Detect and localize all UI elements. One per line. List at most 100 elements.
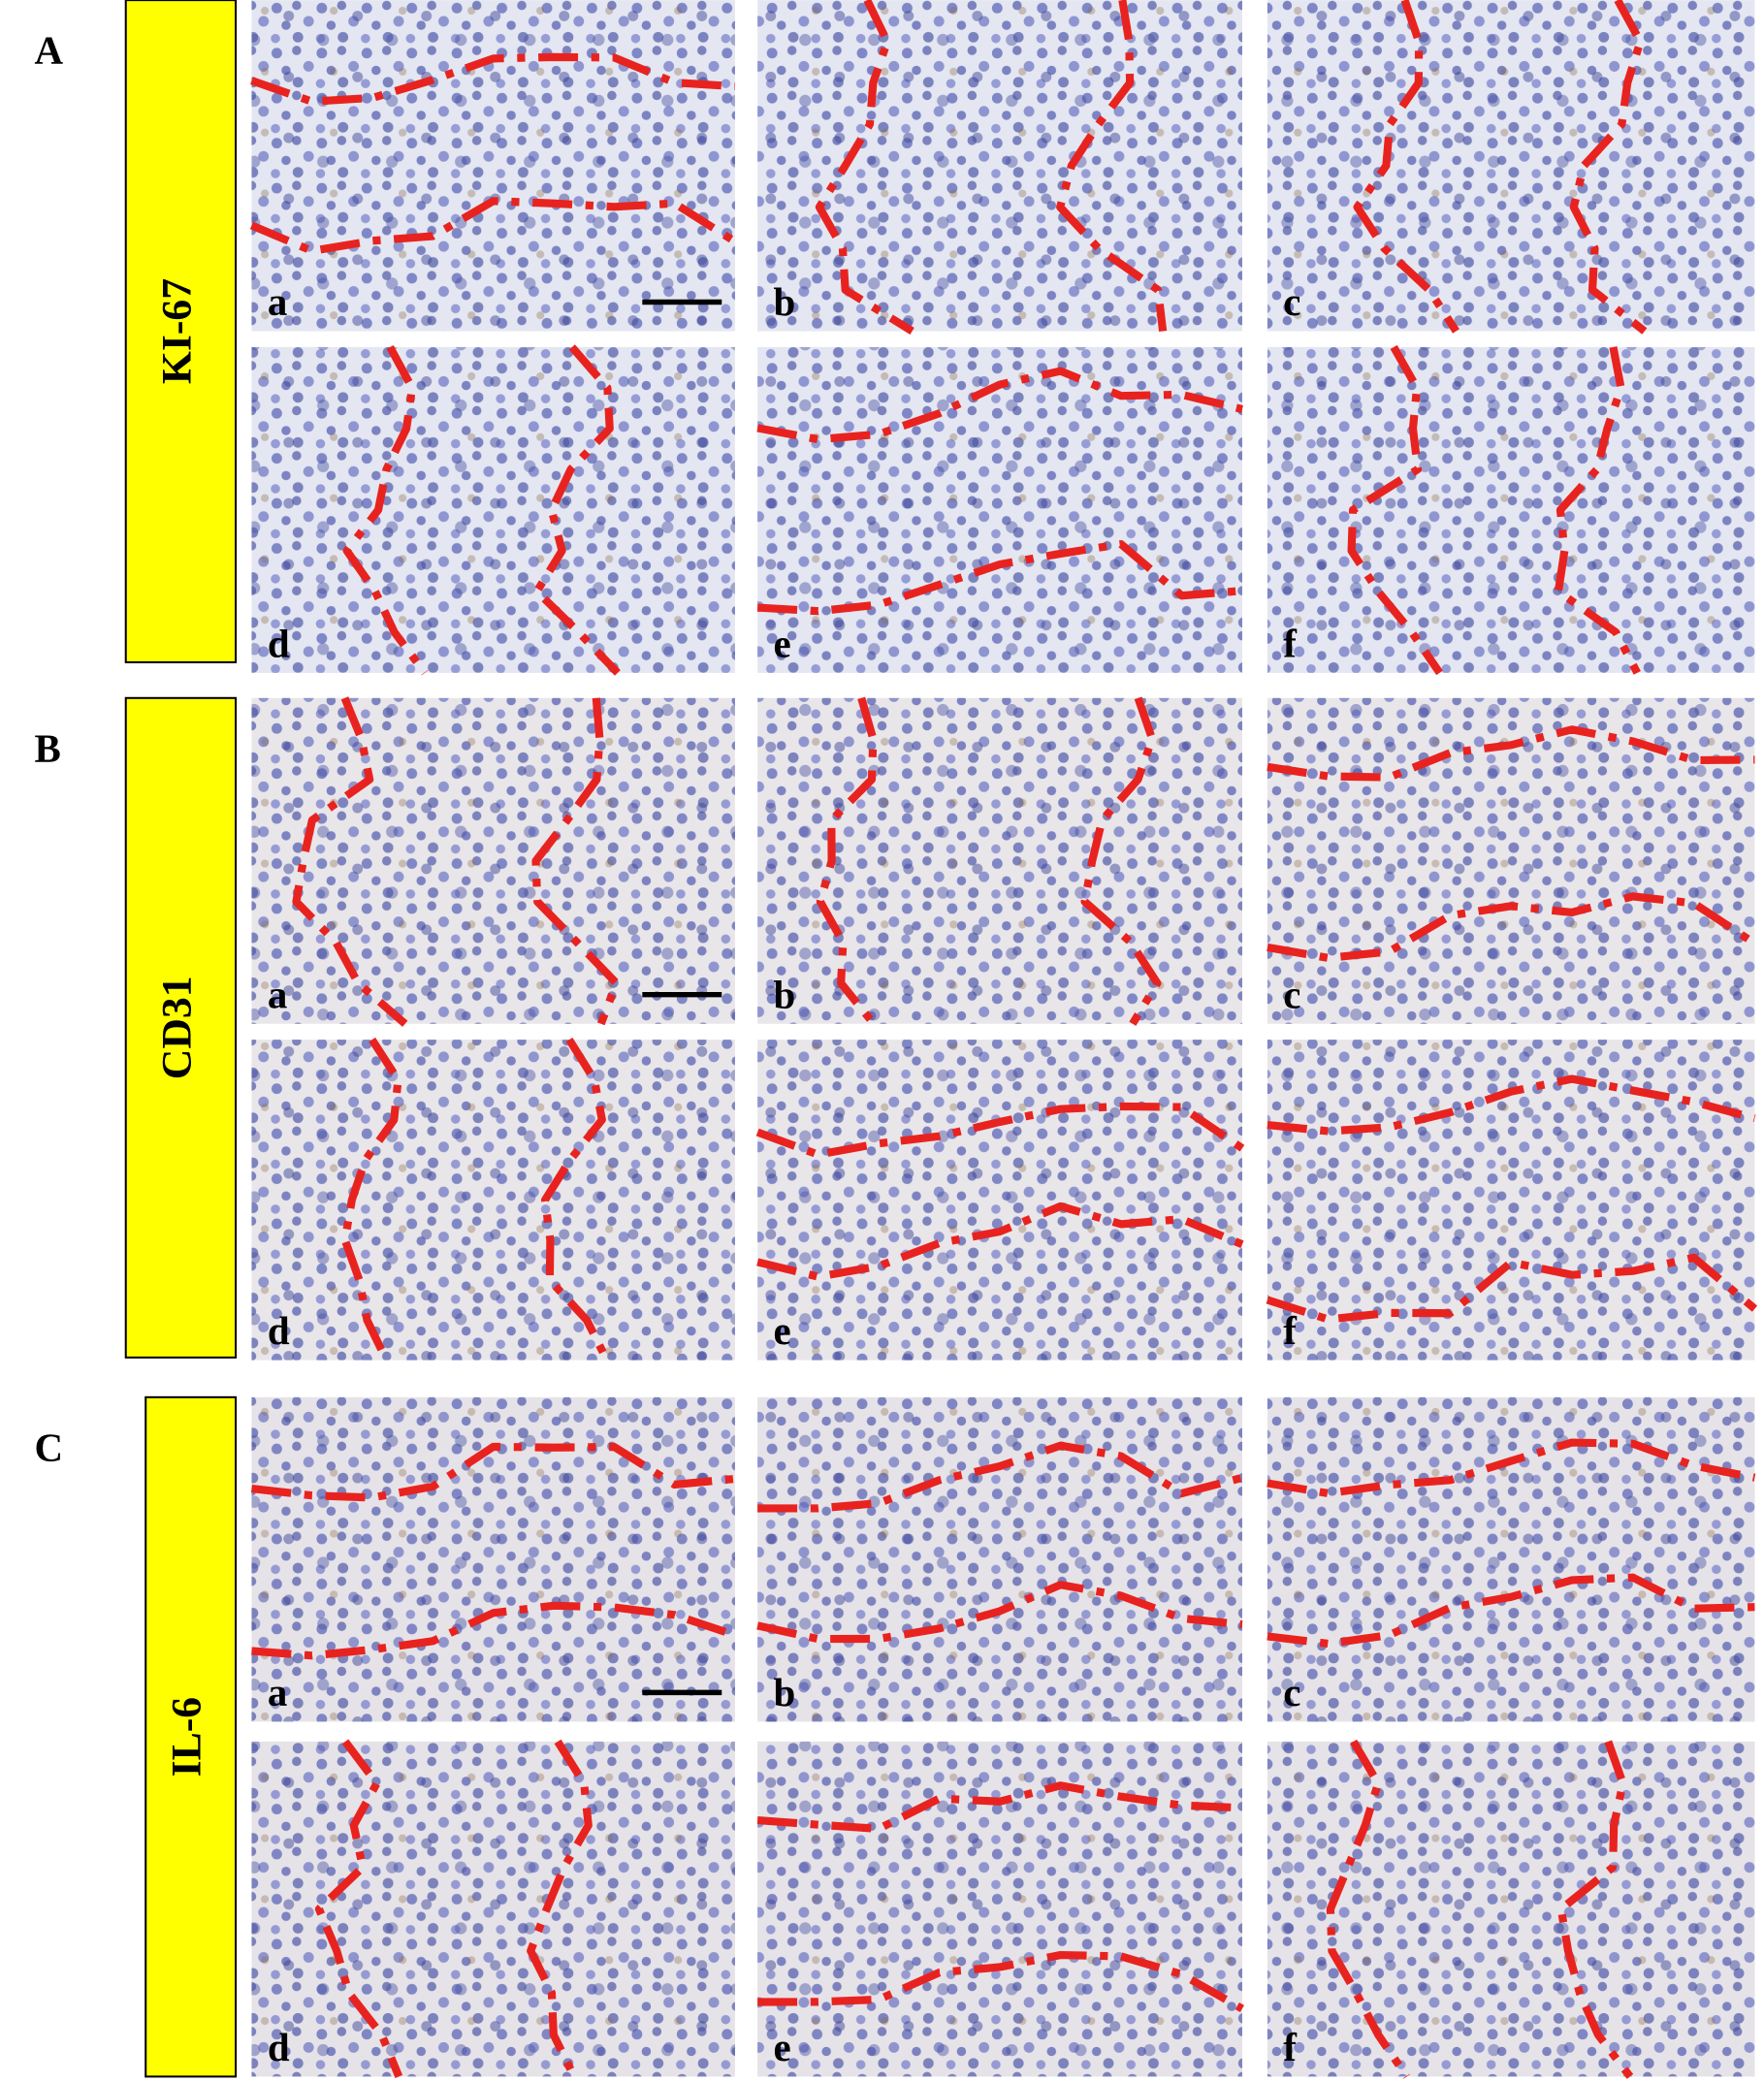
panel-label: CD31 — [153, 976, 200, 1079]
boundary-line — [1267, 892, 1757, 962]
boundary-line — [756, 367, 1243, 444]
boundary-line — [251, 1442, 736, 1502]
boundary-line — [340, 1037, 402, 1362]
micrograph: b — [757, 696, 1242, 1027]
micrograph: a — [251, 1396, 737, 1722]
image-label: a — [268, 1670, 287, 1714]
boundary-line — [249, 197, 738, 255]
panel-label: KI-67 — [153, 278, 200, 384]
micrograph: c — [1267, 0, 1755, 335]
boundary-line — [755, 1102, 1245, 1159]
boundary-line — [1326, 1739, 1410, 2079]
tissue-stain — [251, 0, 735, 332]
micrograph: e — [755, 1040, 1245, 1361]
boundary-line — [1056, 0, 1168, 333]
label-box — [144, 1395, 238, 2078]
image-label: b — [774, 972, 796, 1016]
tissue-stain — [757, 1040, 1242, 1361]
panel: C IL-6 a b c d e f — [35, 1395, 1756, 2079]
image-label: e — [774, 2025, 791, 2069]
boundary-line — [292, 696, 408, 1027]
image-label: a — [268, 972, 287, 1016]
panel-letter: B — [35, 725, 61, 770]
boundary-line — [1267, 1438, 1756, 1498]
boundary-line — [527, 1739, 593, 2079]
boundary-line — [1556, 1740, 1634, 2079]
tissue-stain — [1267, 0, 1755, 332]
image-label: d — [268, 2025, 290, 2069]
boundary-line — [1267, 1573, 1755, 1649]
boundary-line — [1347, 344, 1443, 676]
image-label: c — [1283, 1670, 1300, 1714]
tissue-stain — [757, 0, 1242, 332]
micrograph: a — [251, 696, 735, 1027]
tissue-stain — [251, 346, 735, 673]
boundary-line — [816, 696, 878, 1027]
micrograph: d — [251, 1739, 735, 2079]
micrograph: e — [756, 1741, 1244, 2077]
boundary-line — [815, 0, 914, 336]
tissue-stain — [251, 1741, 735, 2077]
micrograph: f — [1266, 1040, 1758, 1361]
boundary-line — [756, 1201, 1244, 1281]
image-label: c — [1283, 279, 1300, 324]
image-label: f — [1283, 1308, 1298, 1353]
image-label: e — [774, 621, 791, 665]
tissue-stain — [757, 1396, 1242, 1722]
boundary-line — [1267, 725, 1755, 782]
boundary-line — [756, 1781, 1243, 1834]
tissue-stain — [757, 346, 1242, 673]
boundary-line — [756, 540, 1243, 616]
micrograph: b — [756, 1396, 1243, 1722]
tissue-stain — [1267, 1396, 1755, 1722]
image-label: b — [774, 279, 796, 324]
micrograph: f — [1267, 1739, 1755, 2079]
micrograph: c — [1267, 1396, 1756, 1722]
panel: A KI-67 a b c d e f — [35, 0, 1755, 676]
boundary-line — [250, 52, 736, 106]
label-box — [124, 696, 238, 1359]
image-label: d — [268, 1308, 290, 1353]
tissue-stain — [1267, 346, 1755, 673]
tissue-stain — [251, 697, 735, 1024]
tissue-stain — [251, 1040, 735, 1361]
boundary-line — [1080, 696, 1162, 1026]
image-label: f — [1283, 621, 1298, 665]
boundary-line — [757, 1950, 1244, 2013]
panel: B CD31 a b c d e f — [35, 696, 1758, 1362]
micrograph: c — [1267, 697, 1757, 1024]
boundary-line — [342, 344, 429, 676]
image-label: f — [1283, 2025, 1298, 2069]
boundary-line — [1569, 0, 1648, 335]
image-label: d — [268, 621, 290, 665]
boundary-line — [540, 1037, 611, 1362]
boundary-line — [251, 1601, 737, 1660]
micrograph: d — [251, 1037, 735, 1362]
micrograph: a — [249, 0, 738, 332]
tissue-stain — [757, 1741, 1242, 2077]
boundary-line — [756, 1581, 1243, 1644]
image-label: a — [268, 279, 287, 324]
image-label: b — [774, 1670, 796, 1714]
image-label: c — [1283, 972, 1300, 1016]
boundary-line — [1266, 1253, 1758, 1324]
micrograph: e — [756, 346, 1243, 673]
boundary-line — [532, 344, 621, 676]
panel-letter: C — [35, 1425, 64, 1469]
boundary-line — [1267, 1074, 1756, 1136]
panel-label: IL-6 — [164, 1697, 210, 1778]
image-label: e — [774, 1308, 791, 1353]
micrograph: f — [1267, 344, 1755, 676]
micrograph: d — [251, 344, 735, 676]
label-box — [124, 0, 238, 663]
tissue-stain — [1267, 697, 1755, 1024]
boundary-line — [531, 697, 621, 1026]
boundary-line — [314, 1739, 403, 2078]
tissue-stain — [1267, 1741, 1755, 2077]
boundary-line — [1353, 0, 1459, 334]
panel-letter: A — [35, 28, 64, 73]
micrograph: b — [757, 0, 1242, 336]
boundary-line — [1554, 346, 1641, 675]
boundary-line — [757, 1441, 1243, 1513]
